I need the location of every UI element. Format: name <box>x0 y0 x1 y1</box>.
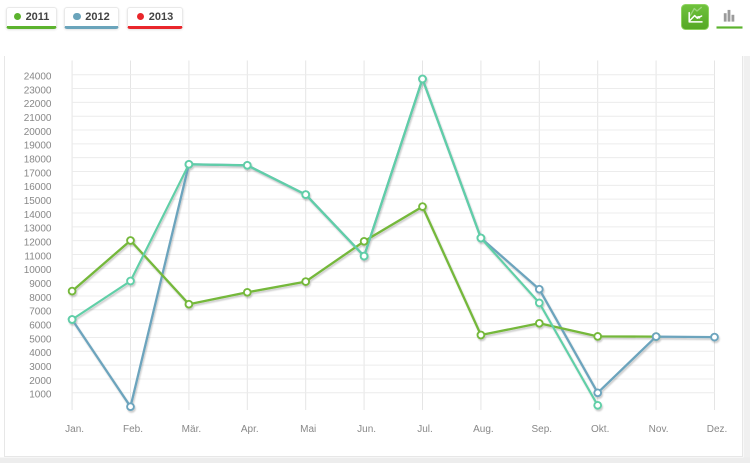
svg-text:5000: 5000 <box>29 334 52 345</box>
svg-text:10000: 10000 <box>24 265 52 276</box>
svg-text:Feb.: Feb. <box>123 424 143 435</box>
svg-text:Nov.: Nov. <box>649 424 669 435</box>
svg-text:Jan.: Jan. <box>65 424 84 435</box>
svg-text:19000: 19000 <box>24 141 52 152</box>
svg-text:9000: 9000 <box>29 279 52 290</box>
svg-text:2000: 2000 <box>29 376 52 387</box>
svg-text:Sep.: Sep. <box>532 424 553 435</box>
svg-text:22000: 22000 <box>24 99 52 110</box>
svg-text:11000: 11000 <box>24 251 52 262</box>
svg-text:Dez.: Dez. <box>707 424 728 435</box>
svg-text:Apr.: Apr. <box>241 424 259 435</box>
svg-text:17000: 17000 <box>24 168 52 179</box>
svg-text:Aug.: Aug. <box>473 424 494 435</box>
svg-text:18000: 18000 <box>24 154 52 165</box>
svg-text:21000: 21000 <box>24 113 52 124</box>
svg-text:4000: 4000 <box>29 348 52 359</box>
svg-text:15000: 15000 <box>24 196 52 207</box>
svg-text:Mai: Mai <box>300 424 316 435</box>
svg-text:13000: 13000 <box>24 224 52 235</box>
svg-text:8000: 8000 <box>29 293 52 304</box>
svg-text:1000: 1000 <box>29 390 52 401</box>
svg-text:12000: 12000 <box>24 237 52 248</box>
svg-text:6000: 6000 <box>29 320 52 331</box>
svg-text:20000: 20000 <box>24 127 52 138</box>
svg-text:16000: 16000 <box>24 182 52 193</box>
svg-text:Jul.: Jul. <box>417 424 433 435</box>
svg-text:23000: 23000 <box>24 85 52 96</box>
svg-text:3000: 3000 <box>29 362 52 373</box>
svg-text:Mär.: Mär. <box>182 424 201 435</box>
svg-text:7000: 7000 <box>29 307 52 318</box>
svg-text:24000: 24000 <box>24 72 52 83</box>
svg-text:Jun.: Jun. <box>357 424 376 435</box>
svg-text:14000: 14000 <box>24 210 52 221</box>
svg-text:Okt.: Okt. <box>591 424 609 435</box>
